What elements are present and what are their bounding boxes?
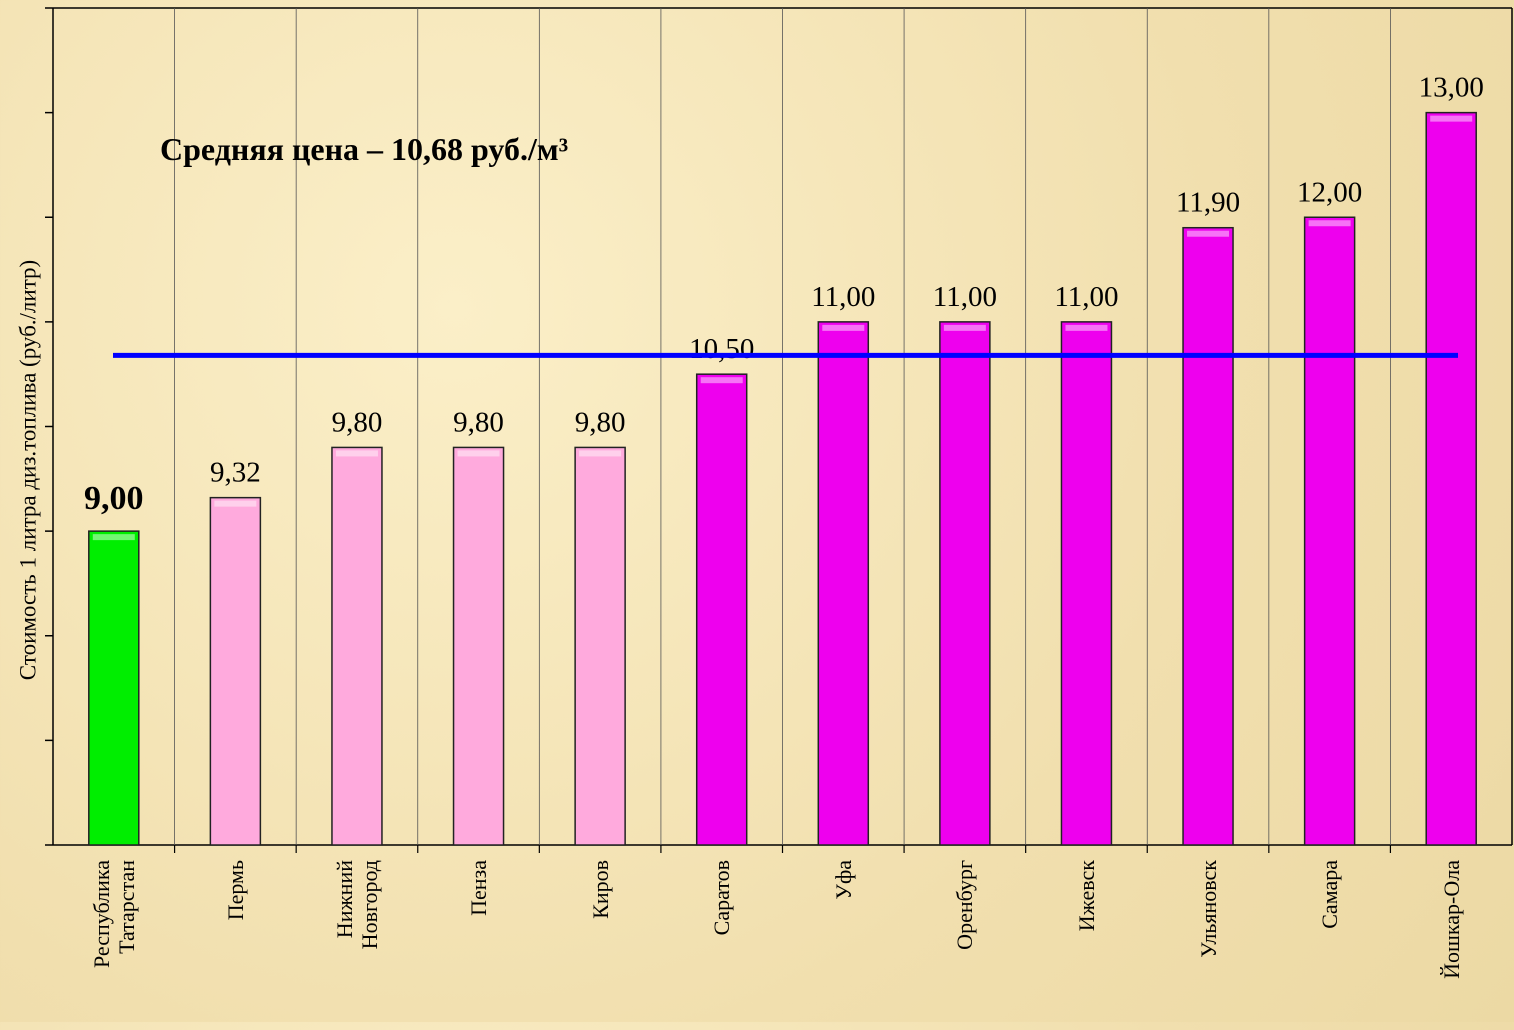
bar-highlight [1065,324,1108,331]
bar [939,321,991,846]
value-label: 9,80 [575,406,626,438]
value-label: 13,00 [1419,72,1484,104]
bar-highlight [579,450,622,457]
bar-highlight [1430,115,1473,122]
bar-highlight [214,500,257,507]
x-tick-label: Ижевск [1073,860,1099,932]
bar [1303,216,1356,846]
x-tick-label: Оренбург [952,860,978,950]
bar-highlight [92,534,135,541]
bar-highlight [457,450,500,457]
bar [1060,321,1113,846]
x-tick-label: Нижний Новгород [331,860,382,950]
value-label: 12,00 [1297,176,1362,208]
bar [574,446,626,846]
value-label: 11,00 [811,281,875,313]
x-tick-label: Киров [587,860,613,919]
x-tick-label: Пермь [222,860,248,921]
bar-highlight [335,450,378,457]
x-tick-label: Самара [1317,860,1343,929]
bar-highlight [943,324,986,331]
bar [88,530,140,846]
x-tick-label: Уфа [830,860,856,900]
x-tick-label: Республика Татарстан [88,860,139,969]
value-label: 9,00 [84,480,144,517]
x-tick-label: Ульяновск [1195,860,1221,958]
value-label: 11,00 [1054,281,1118,313]
bar-highlight [1308,220,1351,227]
x-tick-label: Саратов [709,860,735,936]
bar [331,446,383,846]
bar-highlight [700,377,743,384]
value-label: 9,32 [210,457,261,489]
bar-highlight [1187,230,1230,237]
value-label: 9,80 [453,406,504,438]
value-label: 11,90 [1176,187,1240,219]
annotation: Средняя цена – 10,68 руб./м³ [160,131,568,167]
bar [695,373,748,846]
bar [452,446,505,846]
x-tick-label: Пенза [466,860,492,916]
bar [1425,111,1477,846]
value-label: 11,00 [933,281,997,313]
x-tick-label: Йошкар-Ола [1438,860,1464,979]
y-axis-label: Стоимость 1 литра диз.топлива (руб./литр… [15,260,40,680]
value-label: 9,80 [332,406,383,438]
value-label: 10,50 [689,333,754,365]
bar-highlight [822,324,865,331]
bar [209,496,262,846]
bar [1182,226,1234,846]
bar [817,321,870,846]
